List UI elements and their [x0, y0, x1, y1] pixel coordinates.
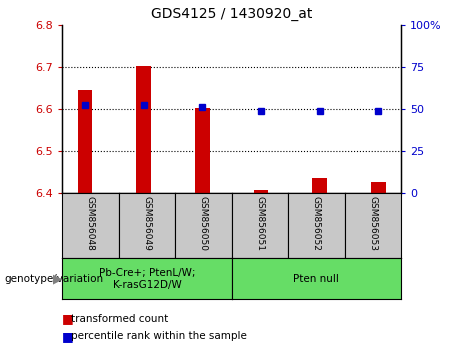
Text: Pten null: Pten null	[293, 274, 339, 284]
Text: ■: ■	[62, 330, 74, 343]
Bar	[77, 90, 92, 193]
Text: transformed count: transformed count	[71, 314, 169, 324]
Text: ▶: ▶	[53, 272, 63, 285]
Text: GSM856048: GSM856048	[86, 196, 95, 251]
Text: GSM856053: GSM856053	[368, 196, 378, 251]
Text: GSM856049: GSM856049	[142, 196, 152, 251]
Text: GSM856051: GSM856051	[255, 196, 265, 251]
Text: genotype/variation: genotype/variation	[5, 274, 104, 284]
Title: GDS4125 / 1430920_at: GDS4125 / 1430920_at	[151, 7, 313, 21]
Bar	[371, 182, 386, 193]
Text: percentile rank within the sample: percentile rank within the sample	[71, 331, 248, 341]
Bar	[195, 108, 210, 193]
Text: GSM856050: GSM856050	[199, 196, 208, 251]
Bar	[254, 190, 268, 193]
Bar	[136, 65, 151, 193]
Text: Pb-Cre+; PtenL/W;
K-rasG12D/W: Pb-Cre+; PtenL/W; K-rasG12D/W	[99, 268, 195, 290]
Text: ■: ■	[62, 312, 74, 325]
Bar	[313, 178, 327, 193]
Text: GSM856052: GSM856052	[312, 196, 321, 251]
